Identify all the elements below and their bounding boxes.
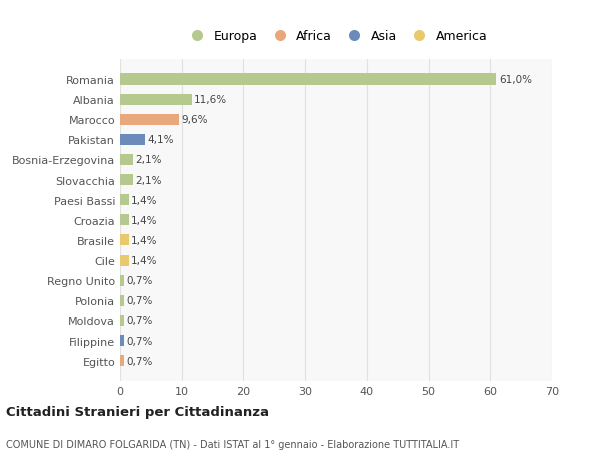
- Bar: [120, 315, 124, 326]
- Text: 0,7%: 0,7%: [127, 275, 153, 285]
- Text: 0,7%: 0,7%: [127, 336, 153, 346]
- Text: 11,6%: 11,6%: [194, 95, 227, 105]
- Bar: [120, 174, 133, 186]
- Bar: [120, 74, 496, 85]
- Text: Cittadini Stranieri per Cittadinanza: Cittadini Stranieri per Cittadinanza: [6, 405, 269, 419]
- Legend: Europa, Africa, Asia, America: Europa, Africa, Asia, America: [182, 28, 490, 45]
- Text: 0,7%: 0,7%: [127, 356, 153, 366]
- Text: 2,1%: 2,1%: [136, 155, 162, 165]
- Bar: [120, 335, 124, 346]
- Bar: [120, 114, 179, 125]
- Text: COMUNE DI DIMARO FOLGARIDA (TN) - Dati ISTAT al 1° gennaio - Elaborazione TUTTIT: COMUNE DI DIMARO FOLGARIDA (TN) - Dati I…: [6, 440, 459, 449]
- Bar: [120, 355, 124, 366]
- Text: 9,6%: 9,6%: [182, 115, 208, 125]
- Text: 4,1%: 4,1%: [148, 135, 174, 145]
- Bar: [120, 95, 191, 106]
- Text: 0,7%: 0,7%: [127, 316, 153, 326]
- Text: 1,4%: 1,4%: [131, 235, 158, 246]
- Bar: [120, 215, 128, 226]
- Text: 1,4%: 1,4%: [131, 215, 158, 225]
- Text: 1,4%: 1,4%: [131, 195, 158, 205]
- Bar: [120, 275, 124, 286]
- Bar: [120, 195, 128, 206]
- Bar: [120, 155, 133, 166]
- Text: 0,7%: 0,7%: [127, 296, 153, 306]
- Bar: [120, 255, 128, 266]
- Bar: [120, 235, 128, 246]
- Text: 2,1%: 2,1%: [136, 175, 162, 185]
- Text: 1,4%: 1,4%: [131, 256, 158, 265]
- Bar: [120, 134, 145, 146]
- Bar: [120, 295, 124, 306]
- Text: 61,0%: 61,0%: [499, 75, 532, 85]
